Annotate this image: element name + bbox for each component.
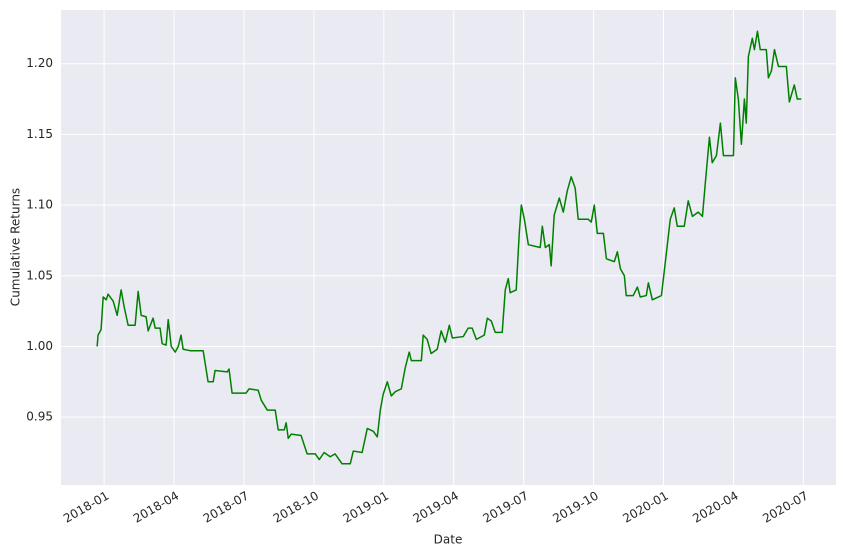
x-tick-label: 2019-10 [550, 489, 600, 526]
y-tick-label: 1.20 [26, 56, 53, 70]
x-tick-label: 2019-04 [411, 489, 461, 526]
y-tick-label: 1.00 [26, 339, 53, 353]
x-tick-label: 2018-04 [131, 489, 181, 526]
x-tick-label: 2018-01 [61, 489, 111, 526]
y-axis-label: Cumulative Returns [9, 188, 23, 306]
y-tick-label: 1.15 [26, 127, 53, 141]
x-tick-label: 2020-04 [690, 489, 740, 526]
x-tick-label: 2020-07 [760, 489, 810, 526]
x-tick-label: 2018-07 [201, 489, 251, 526]
plot-area [61, 10, 836, 485]
x-tick-label: 2020-01 [620, 489, 670, 526]
x-tick-label: 2019-07 [480, 489, 530, 526]
x-tick-label: 2018-10 [271, 489, 321, 526]
x-axis-label: Date [434, 533, 463, 547]
y-tick-label: 0.95 [26, 410, 53, 424]
x-tick-label: 2019-01 [341, 489, 391, 526]
y-tick-label: 1.05 [26, 268, 53, 282]
y-tick-label: 1.10 [26, 198, 53, 212]
data-line [96, 30, 802, 465]
